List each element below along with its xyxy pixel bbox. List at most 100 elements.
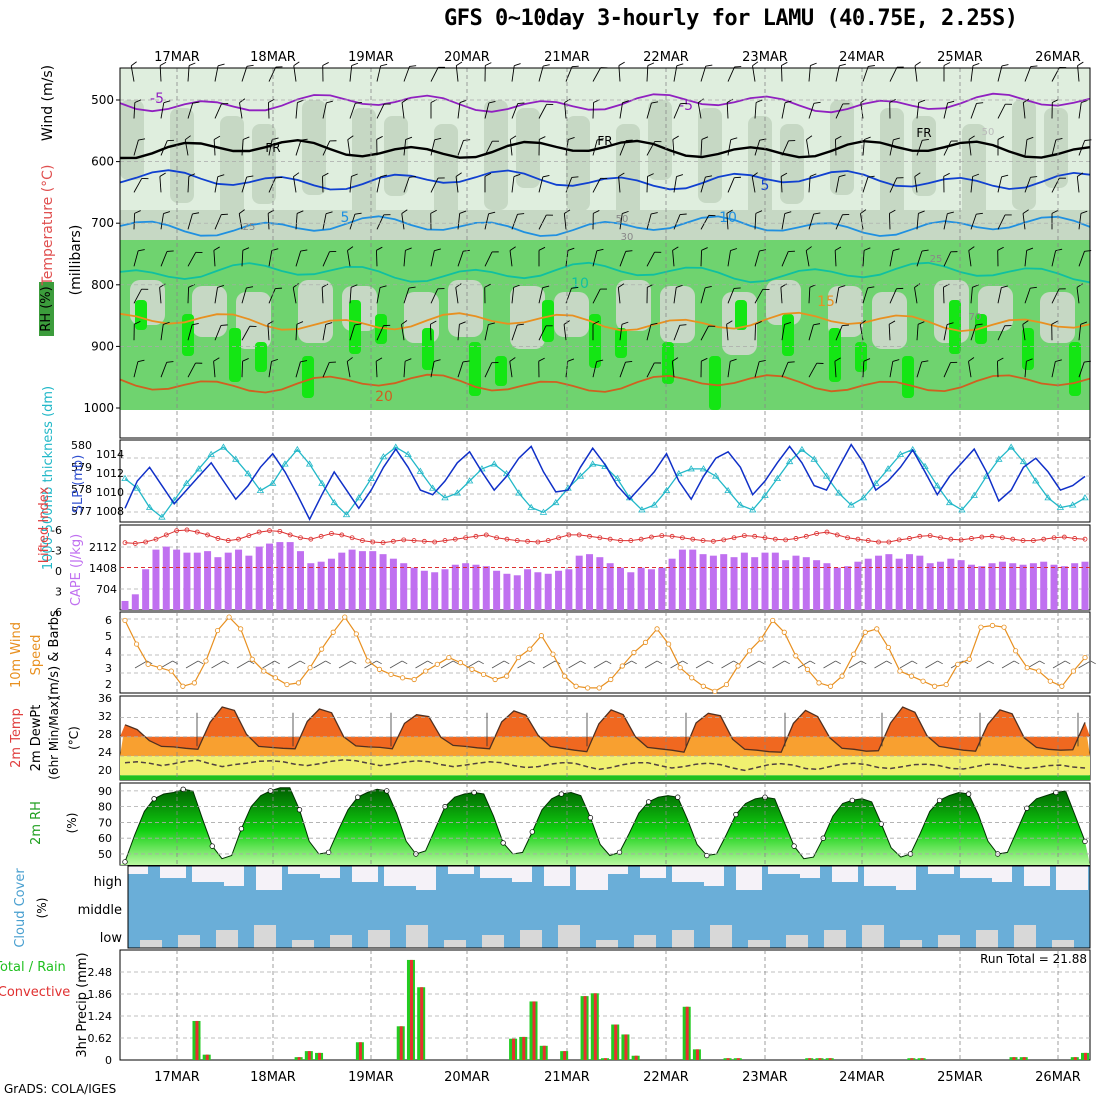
wind-barb-staff — [751, 176, 756, 193]
cloud-high-white — [352, 866, 378, 882]
cloud-high-white — [1056, 866, 1088, 890]
wind-speed-point — [122, 617, 128, 624]
wind-barb-staff — [322, 362, 330, 378]
wind-barb-staff — [862, 66, 869, 82]
wind-barb-flag — [542, 174, 550, 178]
wind-barb-flag — [246, 286, 254, 289]
cape-bar — [193, 552, 201, 610]
wind-barb — [700, 325, 716, 341]
wind-barb-flag — [893, 137, 900, 141]
wind-barb-staff — [349, 103, 356, 119]
wind-barb-staff — [862, 361, 865, 378]
wind-barb-flag — [1026, 136, 1034, 140]
surface-wind-barb-staff — [1001, 660, 1015, 669]
surface-wind-barb-flag — [427, 660, 433, 665]
wind-speed-point — [376, 666, 383, 672]
wind-speed-point — [342, 614, 348, 620]
temp-area-hot — [120, 707, 1090, 753]
wind-barb — [943, 361, 958, 378]
wind-barb-staff — [187, 362, 196, 378]
wind-speed-point — [238, 626, 244, 632]
wind-barb-flag — [195, 362, 203, 364]
contour-label: 25 — [930, 254, 943, 265]
rh-point — [122, 859, 128, 865]
wind-barb-flag — [1059, 177, 1066, 179]
wind-barb — [646, 251, 662, 267]
cape-bar — [792, 555, 800, 610]
wind-barb — [187, 362, 203, 378]
wind-barb-flag — [380, 63, 388, 67]
wind-barb — [970, 173, 980, 193]
wind-barb-staff — [970, 103, 977, 119]
wind-barb — [862, 247, 871, 267]
wind-barb-staff — [565, 66, 573, 82]
wind-barb-flag — [300, 360, 308, 363]
wind-barb — [160, 361, 174, 378]
wind-barb — [1024, 65, 1038, 82]
thickness-point — [712, 472, 720, 479]
wind-speed-point — [712, 688, 718, 694]
thickness-point — [256, 486, 265, 494]
wind-barb-flag — [625, 250, 633, 252]
wind-barb — [997, 64, 1009, 82]
wind-barb-staff — [700, 287, 706, 304]
wind-barb-flag — [1004, 325, 1012, 327]
wind-speed-point — [423, 668, 429, 674]
lifted-index-point — [752, 533, 758, 539]
wind-barb-staff — [1051, 250, 1057, 267]
thickness-point — [773, 474, 782, 481]
wind-barb-staff — [754, 140, 761, 156]
wind-barb-staff — [1051, 361, 1056, 378]
wind-barb-flag — [433, 359, 441, 362]
wind-speed-point — [804, 666, 811, 672]
thickness-tick-label: 580 — [71, 439, 92, 452]
wind-barb-flag — [141, 288, 149, 290]
wind-barb — [700, 214, 716, 230]
wind-barb-staff — [727, 66, 735, 82]
wind-barb-flag — [347, 246, 354, 251]
wind-barb-staff — [187, 252, 197, 267]
surface-wind-barb — [236, 660, 255, 669]
wind-barb-flag — [329, 250, 337, 253]
cloud-level-label: middle — [78, 903, 122, 918]
wind-barb — [619, 250, 633, 267]
wind-barb-staff — [808, 176, 811, 193]
thickness-point — [428, 484, 437, 491]
lifted-index-point — [979, 534, 985, 540]
wind-barb-flag — [697, 98, 704, 104]
wind-barb-staff — [862, 250, 865, 267]
lifted-index-point — [576, 532, 582, 538]
wind-speed-point — [596, 685, 602, 691]
precip-convective-bar — [1073, 1057, 1077, 1060]
surface-wind-barb — [976, 660, 994, 669]
wind-barb-staff — [376, 176, 381, 193]
date-label-top: 17MAR — [154, 50, 200, 65]
surface-wind-barb — [211, 660, 229, 669]
wind-barb-flag — [546, 214, 553, 216]
wind-barb-staff — [1024, 66, 1032, 82]
cloud-high-white — [320, 866, 340, 878]
wind-barb-flag — [1001, 64, 1009, 67]
cloud-low-gray — [672, 930, 694, 948]
temp-axis-label-1: 2m Temp — [9, 708, 24, 768]
wind-barb — [430, 209, 437, 230]
wind-barb-flag — [275, 66, 283, 68]
wind-barb — [916, 249, 929, 267]
wind-barb-flag — [542, 285, 550, 289]
wind-barb-flag — [220, 324, 228, 326]
wind-barb-staff — [673, 103, 681, 119]
cloud-low-gray — [444, 940, 466, 948]
wind-barb-flag — [329, 361, 336, 363]
wind-barb-staff — [133, 213, 136, 230]
precip-convective-bar — [205, 1054, 209, 1060]
cloud-low-gray — [596, 940, 618, 948]
wind-barb-flag — [434, 137, 442, 141]
wind-barb-flag — [246, 175, 254, 178]
surface-wind-barb — [415, 660, 433, 669]
contour-label: -5 — [679, 98, 693, 114]
cape-bar — [668, 558, 676, 610]
wind-barb-flag — [863, 247, 871, 251]
wind-barb-staff — [214, 325, 222, 341]
thickness-point — [933, 482, 942, 489]
wind-barb-flag — [654, 362, 661, 364]
